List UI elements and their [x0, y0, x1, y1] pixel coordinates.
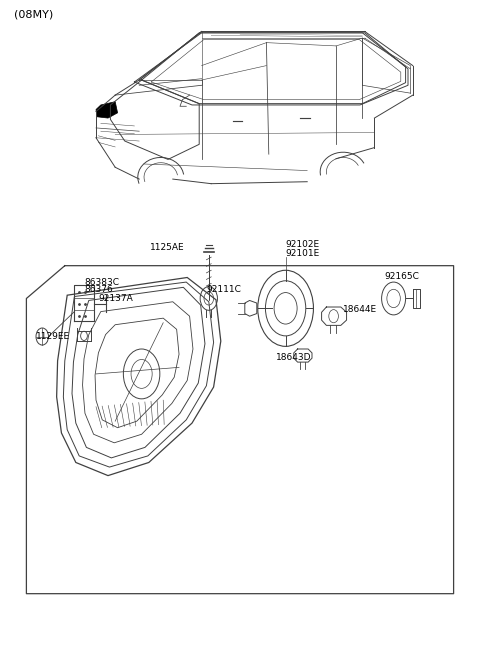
Text: 86383C: 86383C — [84, 277, 119, 287]
Text: 92111C: 92111C — [206, 285, 241, 295]
Text: 18643D: 18643D — [276, 353, 312, 362]
Text: 1129EE: 1129EE — [36, 332, 70, 341]
Polygon shape — [96, 102, 118, 118]
Text: 92165C: 92165C — [384, 272, 419, 281]
Text: 92137A: 92137A — [98, 294, 133, 303]
Text: 92101E: 92101E — [286, 249, 320, 258]
Text: 86376: 86376 — [84, 285, 113, 295]
Text: 18644E: 18644E — [343, 305, 377, 314]
Text: 1125AE: 1125AE — [150, 243, 185, 253]
Text: 92102E: 92102E — [286, 240, 320, 249]
Text: (08MY): (08MY) — [14, 10, 54, 20]
